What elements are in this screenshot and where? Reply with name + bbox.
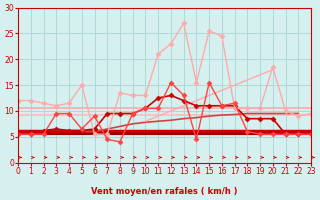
X-axis label: Vent moyen/en rafales ( km/h ): Vent moyen/en rafales ( km/h ) — [91, 187, 238, 196]
